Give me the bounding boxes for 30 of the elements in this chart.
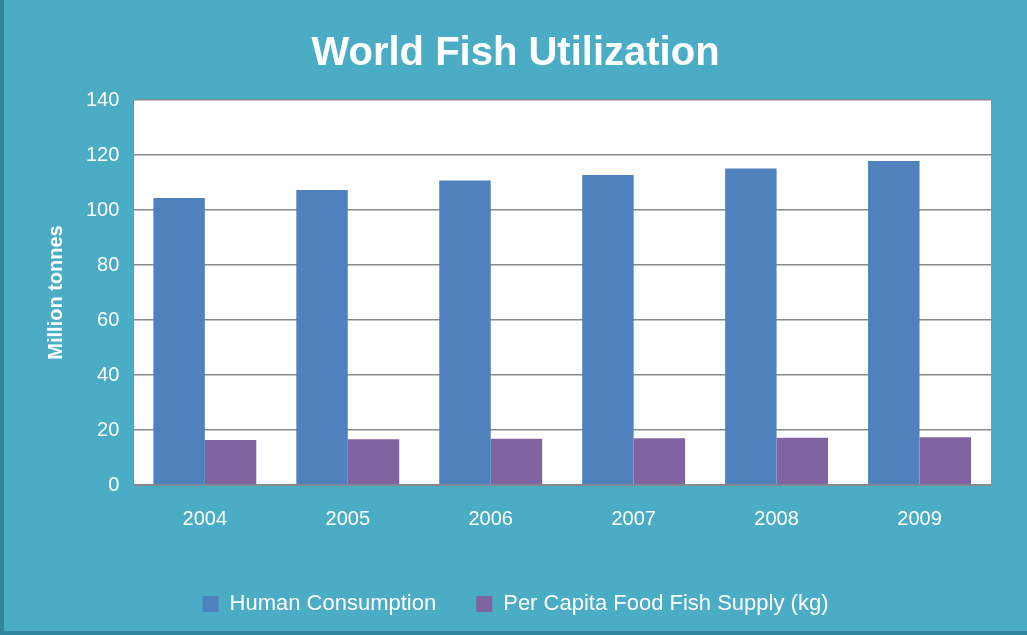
y-tick-label: 40 <box>97 362 120 385</box>
bar <box>204 439 257 485</box>
bar <box>153 197 205 485</box>
chart-title: World Fish Utilization <box>311 29 720 74</box>
y-tick-label: 140 <box>85 87 120 110</box>
bar <box>582 175 634 485</box>
bar <box>776 437 829 485</box>
bar <box>633 438 686 485</box>
bar <box>296 189 348 485</box>
y-axis-title: Million tonnes <box>43 225 66 360</box>
x-tick-label: 2005 <box>325 506 371 529</box>
y-tick-label: 120 <box>85 142 120 165</box>
y-tick-label: 60 <box>97 307 120 330</box>
bar <box>919 437 971 485</box>
x-tick-label: 2004 <box>182 506 228 529</box>
y-tick-label: 80 <box>97 252 120 275</box>
bar <box>868 161 920 485</box>
bar <box>439 180 491 485</box>
y-tick-label: 0 <box>108 472 120 495</box>
x-tick-label: 2006 <box>468 506 513 529</box>
x-tick-label: 2008 <box>754 506 799 529</box>
legend-label: Human Consumption <box>229 590 437 616</box>
x-tick-label: 2009 <box>897 506 942 529</box>
bar <box>725 168 777 485</box>
x-tick-label: 2007 <box>611 506 656 529</box>
y-tick-label: 100 <box>85 197 120 220</box>
y-tick-label: 20 <box>97 417 120 440</box>
legend-label: Per Capita Food Fish Supply (kg) <box>503 590 829 616</box>
bar <box>347 439 400 485</box>
bar <box>490 438 543 485</box>
